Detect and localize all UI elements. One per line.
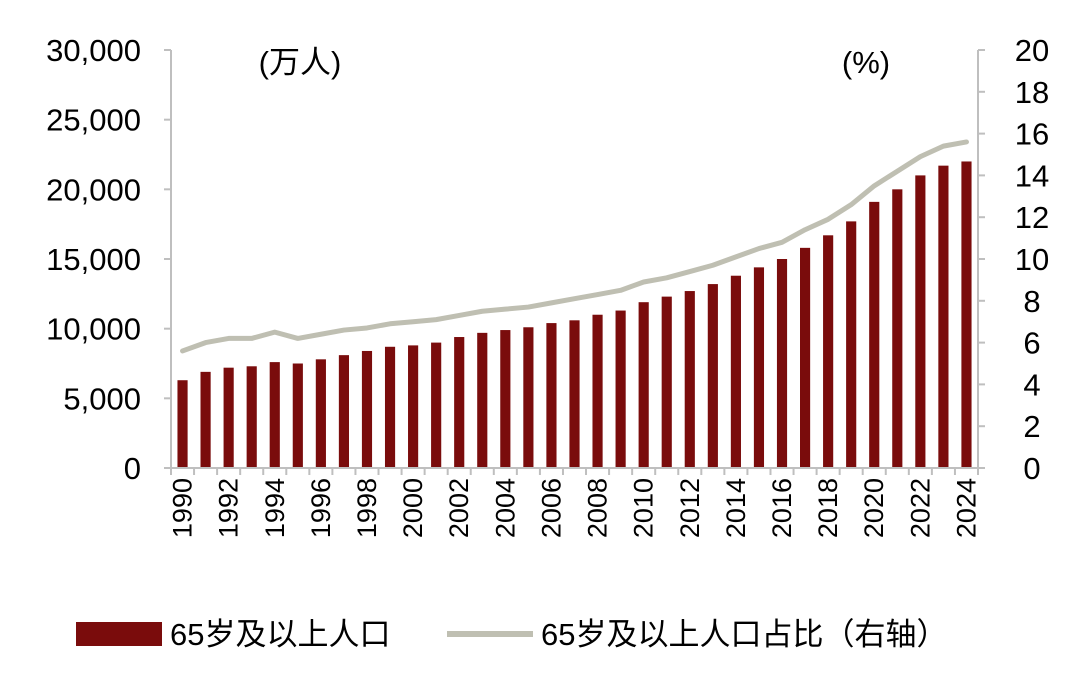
bar-2015 — [753, 267, 765, 468]
right-unit-label: (%) — [842, 45, 890, 80]
right-tick-label: 10 — [1015, 242, 1049, 277]
bar-2014 — [730, 275, 741, 468]
legend-label-bars: 65岁及以上人口 — [170, 617, 390, 652]
right-tick-label: 4 — [1023, 367, 1040, 402]
bar-2020 — [869, 201, 880, 468]
bar-2016 — [776, 259, 788, 468]
left-tick-label: 5,000 — [63, 381, 141, 416]
bar-1992 — [223, 367, 234, 468]
right-tick-label: 20 — [1015, 33, 1049, 68]
bar-1994 — [269, 362, 280, 468]
bar-2012 — [684, 291, 695, 468]
bar-1997 — [338, 355, 350, 468]
bar-2010 — [638, 302, 649, 468]
bar-2021 — [892, 189, 903, 468]
left-tick-label: 30,000 — [46, 33, 141, 68]
x-tick-label: 2014 — [721, 478, 751, 538]
legend: 65岁及以上人口 65岁及以上人口占比（右轴） — [76, 617, 947, 652]
x-tick-label: 2022 — [905, 478, 935, 538]
share-line — [180, 139, 969, 354]
bar-2003 — [477, 332, 488, 468]
bar-2002 — [454, 337, 465, 468]
bars-layer — [177, 161, 972, 468]
bar-2018 — [823, 235, 834, 468]
bar-2004 — [500, 330, 511, 468]
x-tick-label: 1992 — [214, 478, 244, 538]
x-tick-label: 2018 — [813, 478, 843, 538]
left-tick-label: 0 — [124, 451, 141, 486]
bar-1998 — [361, 350, 373, 468]
bar-2009 — [615, 310, 626, 468]
bar-2011 — [661, 296, 672, 468]
x-tick-label: 2012 — [675, 478, 705, 538]
right-tick-label: 12 — [1015, 200, 1049, 235]
bar-2013 — [707, 284, 718, 468]
legend-label-line: 65岁及以上人口占比（右轴） — [541, 617, 947, 652]
bar-2019 — [846, 221, 857, 468]
x-tick-label: 1996 — [306, 478, 336, 538]
right-tick-label: 2 — [1023, 409, 1040, 444]
legend-swatch-bars — [76, 622, 162, 646]
bar-2017 — [800, 247, 811, 468]
bar-1999 — [384, 346, 396, 468]
bar-2008 — [592, 314, 603, 468]
left-unit-label: (万人) — [259, 45, 342, 80]
bar-2024 — [961, 161, 972, 468]
x-tick-label: 1990 — [168, 478, 198, 538]
right-tick-label: 0 — [1023, 451, 1040, 486]
bar-1991 — [200, 371, 211, 468]
x-tick-label: 2024 — [951, 478, 981, 538]
right-tick-label: 8 — [1023, 284, 1040, 319]
x-tick-label: 2002 — [444, 478, 474, 538]
x-tick-label: 2020 — [859, 478, 889, 538]
bar-2001 — [431, 342, 442, 468]
x-tick-label: 2010 — [629, 478, 659, 538]
left-tick-label: 15,000 — [46, 242, 141, 277]
bar-2000 — [408, 345, 419, 468]
x-tick-label: 2016 — [767, 478, 797, 538]
right-tick-label: 14 — [1015, 158, 1049, 193]
x-tick-label: 2006 — [536, 478, 566, 538]
axes-layer: 0 5,000 10,000 15,000 20,000 25,000 30,000 0 2 4 6… — [46, 33, 1049, 538]
labels-layer: (万人) (%) — [259, 45, 890, 80]
left-tick-label: 10,000 — [46, 312, 141, 347]
x-tick-label: 2000 — [398, 478, 428, 538]
x-tick-label: 1998 — [352, 478, 382, 538]
x-tick-label: 2008 — [583, 478, 613, 538]
bar-2022 — [915, 175, 926, 468]
right-tick-label: 6 — [1023, 326, 1040, 361]
bar-2023 — [938, 165, 949, 468]
left-tick-label: 20,000 — [46, 172, 141, 207]
bar-2006 — [546, 323, 557, 468]
bar-1996 — [315, 359, 326, 468]
line-layer — [180, 139, 969, 354]
bar-2005 — [523, 327, 534, 468]
x-tick-label: 2004 — [490, 478, 520, 538]
bar-1993 — [246, 366, 257, 468]
right-tick-label: 16 — [1015, 117, 1049, 152]
bar-1995 — [292, 363, 303, 468]
left-tick-label: 25,000 — [46, 103, 141, 138]
right-tick-label: 18 — [1015, 75, 1049, 110]
x-tick-label: 1994 — [260, 478, 290, 538]
bar-1990 — [177, 380, 188, 468]
bar-2007 — [569, 320, 580, 468]
